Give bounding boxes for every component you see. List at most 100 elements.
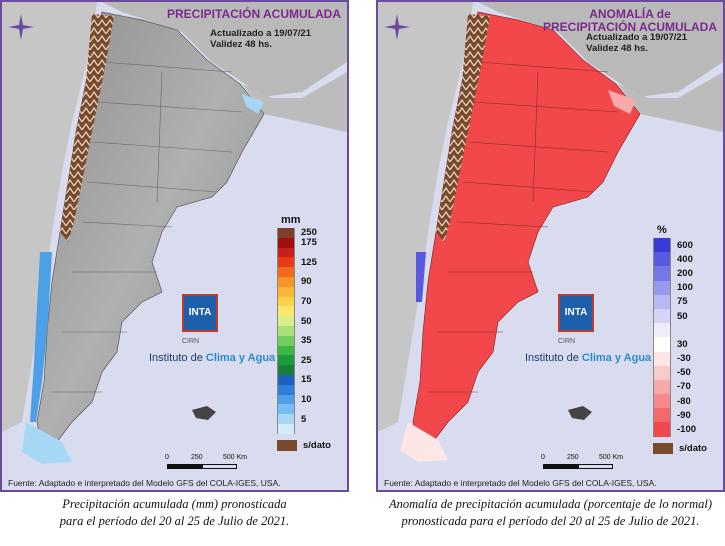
legend-entry: -30 xyxy=(653,351,715,366)
legend-swatch xyxy=(277,394,295,405)
legend-swatch xyxy=(653,252,671,267)
precip-blue-south xyxy=(30,252,52,422)
legend-label: 600 xyxy=(677,239,693,251)
legend-swatch xyxy=(653,294,671,309)
legend-entry: 125 xyxy=(277,256,339,268)
legend-swatch xyxy=(277,325,295,336)
compass-rose-icon xyxy=(384,14,410,40)
legend-entry: 600 xyxy=(653,238,715,253)
anomaly-blue-south xyxy=(416,252,426,302)
legend-swatch xyxy=(277,365,295,375)
legend-swatch xyxy=(653,337,671,352)
map-title: ANOMALÍA de PRECIPITACIÓN ACUMULADA xyxy=(543,7,717,34)
logo-subtext: CIRN xyxy=(558,338,576,345)
legend-swatch xyxy=(653,280,671,295)
chile-strip xyxy=(378,2,473,432)
legend-swatch xyxy=(277,404,295,415)
legend-entry xyxy=(277,345,339,356)
legend-label: 35 xyxy=(301,335,312,347)
legend-swatch xyxy=(653,379,671,395)
institute-name: Instituto de Clima y Agua xyxy=(525,352,652,364)
legend-label: 100 xyxy=(677,282,693,294)
anomaly-map xyxy=(378,2,723,462)
legend-swatch xyxy=(277,257,295,268)
precipitation-map xyxy=(2,2,347,464)
update-info: Actualizado a 19/07/21 Validez 48 hs. xyxy=(586,32,687,54)
legend-entry xyxy=(277,247,339,258)
legend-entry xyxy=(277,306,339,317)
legend-swatch xyxy=(653,266,671,281)
uruguay-brazil xyxy=(242,72,347,132)
legend-entry xyxy=(653,323,715,338)
caption-right: Anomalía de precipitación acumulada (por… xyxy=(389,497,712,528)
legend-swatch xyxy=(277,286,295,297)
legend-label: 125 xyxy=(301,256,317,268)
legend-swatch xyxy=(277,414,295,424)
legend-entry: -70 xyxy=(653,379,715,395)
legend-swatch xyxy=(653,394,671,409)
legend-entry xyxy=(277,267,339,277)
province-borders xyxy=(428,61,619,393)
institute-name: Instituto de Clima y Agua xyxy=(149,352,276,364)
logo-subtext: CIRN xyxy=(182,338,200,345)
legend-entry: 10 xyxy=(277,393,339,405)
legend-swatch xyxy=(653,238,671,253)
update-info: Actualizado a 19/07/21 Validez 48 hs. xyxy=(210,28,311,50)
legend-swatch xyxy=(277,306,295,317)
legend-entry xyxy=(277,384,339,395)
legend-entry: 250 xyxy=(277,227,339,239)
legend-swatch xyxy=(277,276,295,287)
legend-entry: 400 xyxy=(653,252,715,267)
legend-swatch xyxy=(277,296,295,307)
legend-entry: 25 xyxy=(277,354,339,366)
legend-entry: 90 xyxy=(277,276,339,288)
legend-swatch xyxy=(277,247,295,258)
neighbor-countries xyxy=(378,2,723,97)
legend-label: -30 xyxy=(677,353,691,365)
legend-swatch xyxy=(277,384,295,395)
legend-entry xyxy=(277,423,339,434)
precip-lightblue-south xyxy=(22,422,72,464)
legend-label: 175 xyxy=(301,237,317,249)
legend-entry: 15 xyxy=(277,374,339,386)
legend-swatch xyxy=(653,408,671,423)
legend-swatch xyxy=(277,228,295,238)
legend-entry: -100 xyxy=(653,422,715,437)
chile-strip xyxy=(2,2,97,432)
legend-entry: 75 xyxy=(653,294,715,309)
province-borders xyxy=(52,61,243,393)
legend-label: -70 xyxy=(677,381,691,393)
legend-entry: -50 xyxy=(653,365,715,380)
legend-label: 25 xyxy=(301,354,312,366)
legend-label: 250 xyxy=(301,227,317,239)
precipitation-map-panel: PRECIPITACIÓN ACUMULADA Actualizado a 19… xyxy=(0,0,349,492)
inta-logo: INTA xyxy=(558,294,594,332)
legend-entry xyxy=(277,404,339,415)
compass-rose-icon xyxy=(8,14,34,40)
legend-label: 75 xyxy=(677,296,688,308)
legend-entry: 100 xyxy=(653,280,715,295)
anomaly-legend: % 600 400 200 100 75 50 30 -30 -50 -70 -80 -90 -100 … xyxy=(653,224,715,454)
legend-entry: 70 xyxy=(277,295,339,307)
legend-label: 90 xyxy=(301,276,312,288)
legend-entry: 50 xyxy=(653,308,715,324)
legend-label: 10 xyxy=(301,393,312,405)
anomaly-map-panel: ANOMALÍA de PRECIPITACIÓN ACUMULADA Actu… xyxy=(376,0,725,492)
legend-swatch xyxy=(653,365,671,380)
legend-label: -80 xyxy=(677,395,691,407)
legend-swatch xyxy=(277,267,295,277)
uruguay-brazil xyxy=(618,72,723,132)
map-title: PRECIPITACIÓN ACUMULADA xyxy=(167,7,341,21)
precipitation-legend: mm 250 175 125 90 70 50 35 25 15 10 5 s/dato xyxy=(277,214,339,451)
legend-entry: 200 xyxy=(653,266,715,281)
nodata-swatch xyxy=(653,442,673,454)
legend-label: 50 xyxy=(677,310,688,322)
legend-swatch xyxy=(277,335,295,346)
legend-entry: 35 xyxy=(277,335,339,347)
nodata-swatch xyxy=(277,439,297,451)
legend-label: 15 xyxy=(301,374,312,386)
legend-entry xyxy=(277,325,339,336)
legend-swatch xyxy=(653,308,671,324)
legend-label: -100 xyxy=(677,424,697,436)
legend-label: 70 xyxy=(301,295,312,307)
